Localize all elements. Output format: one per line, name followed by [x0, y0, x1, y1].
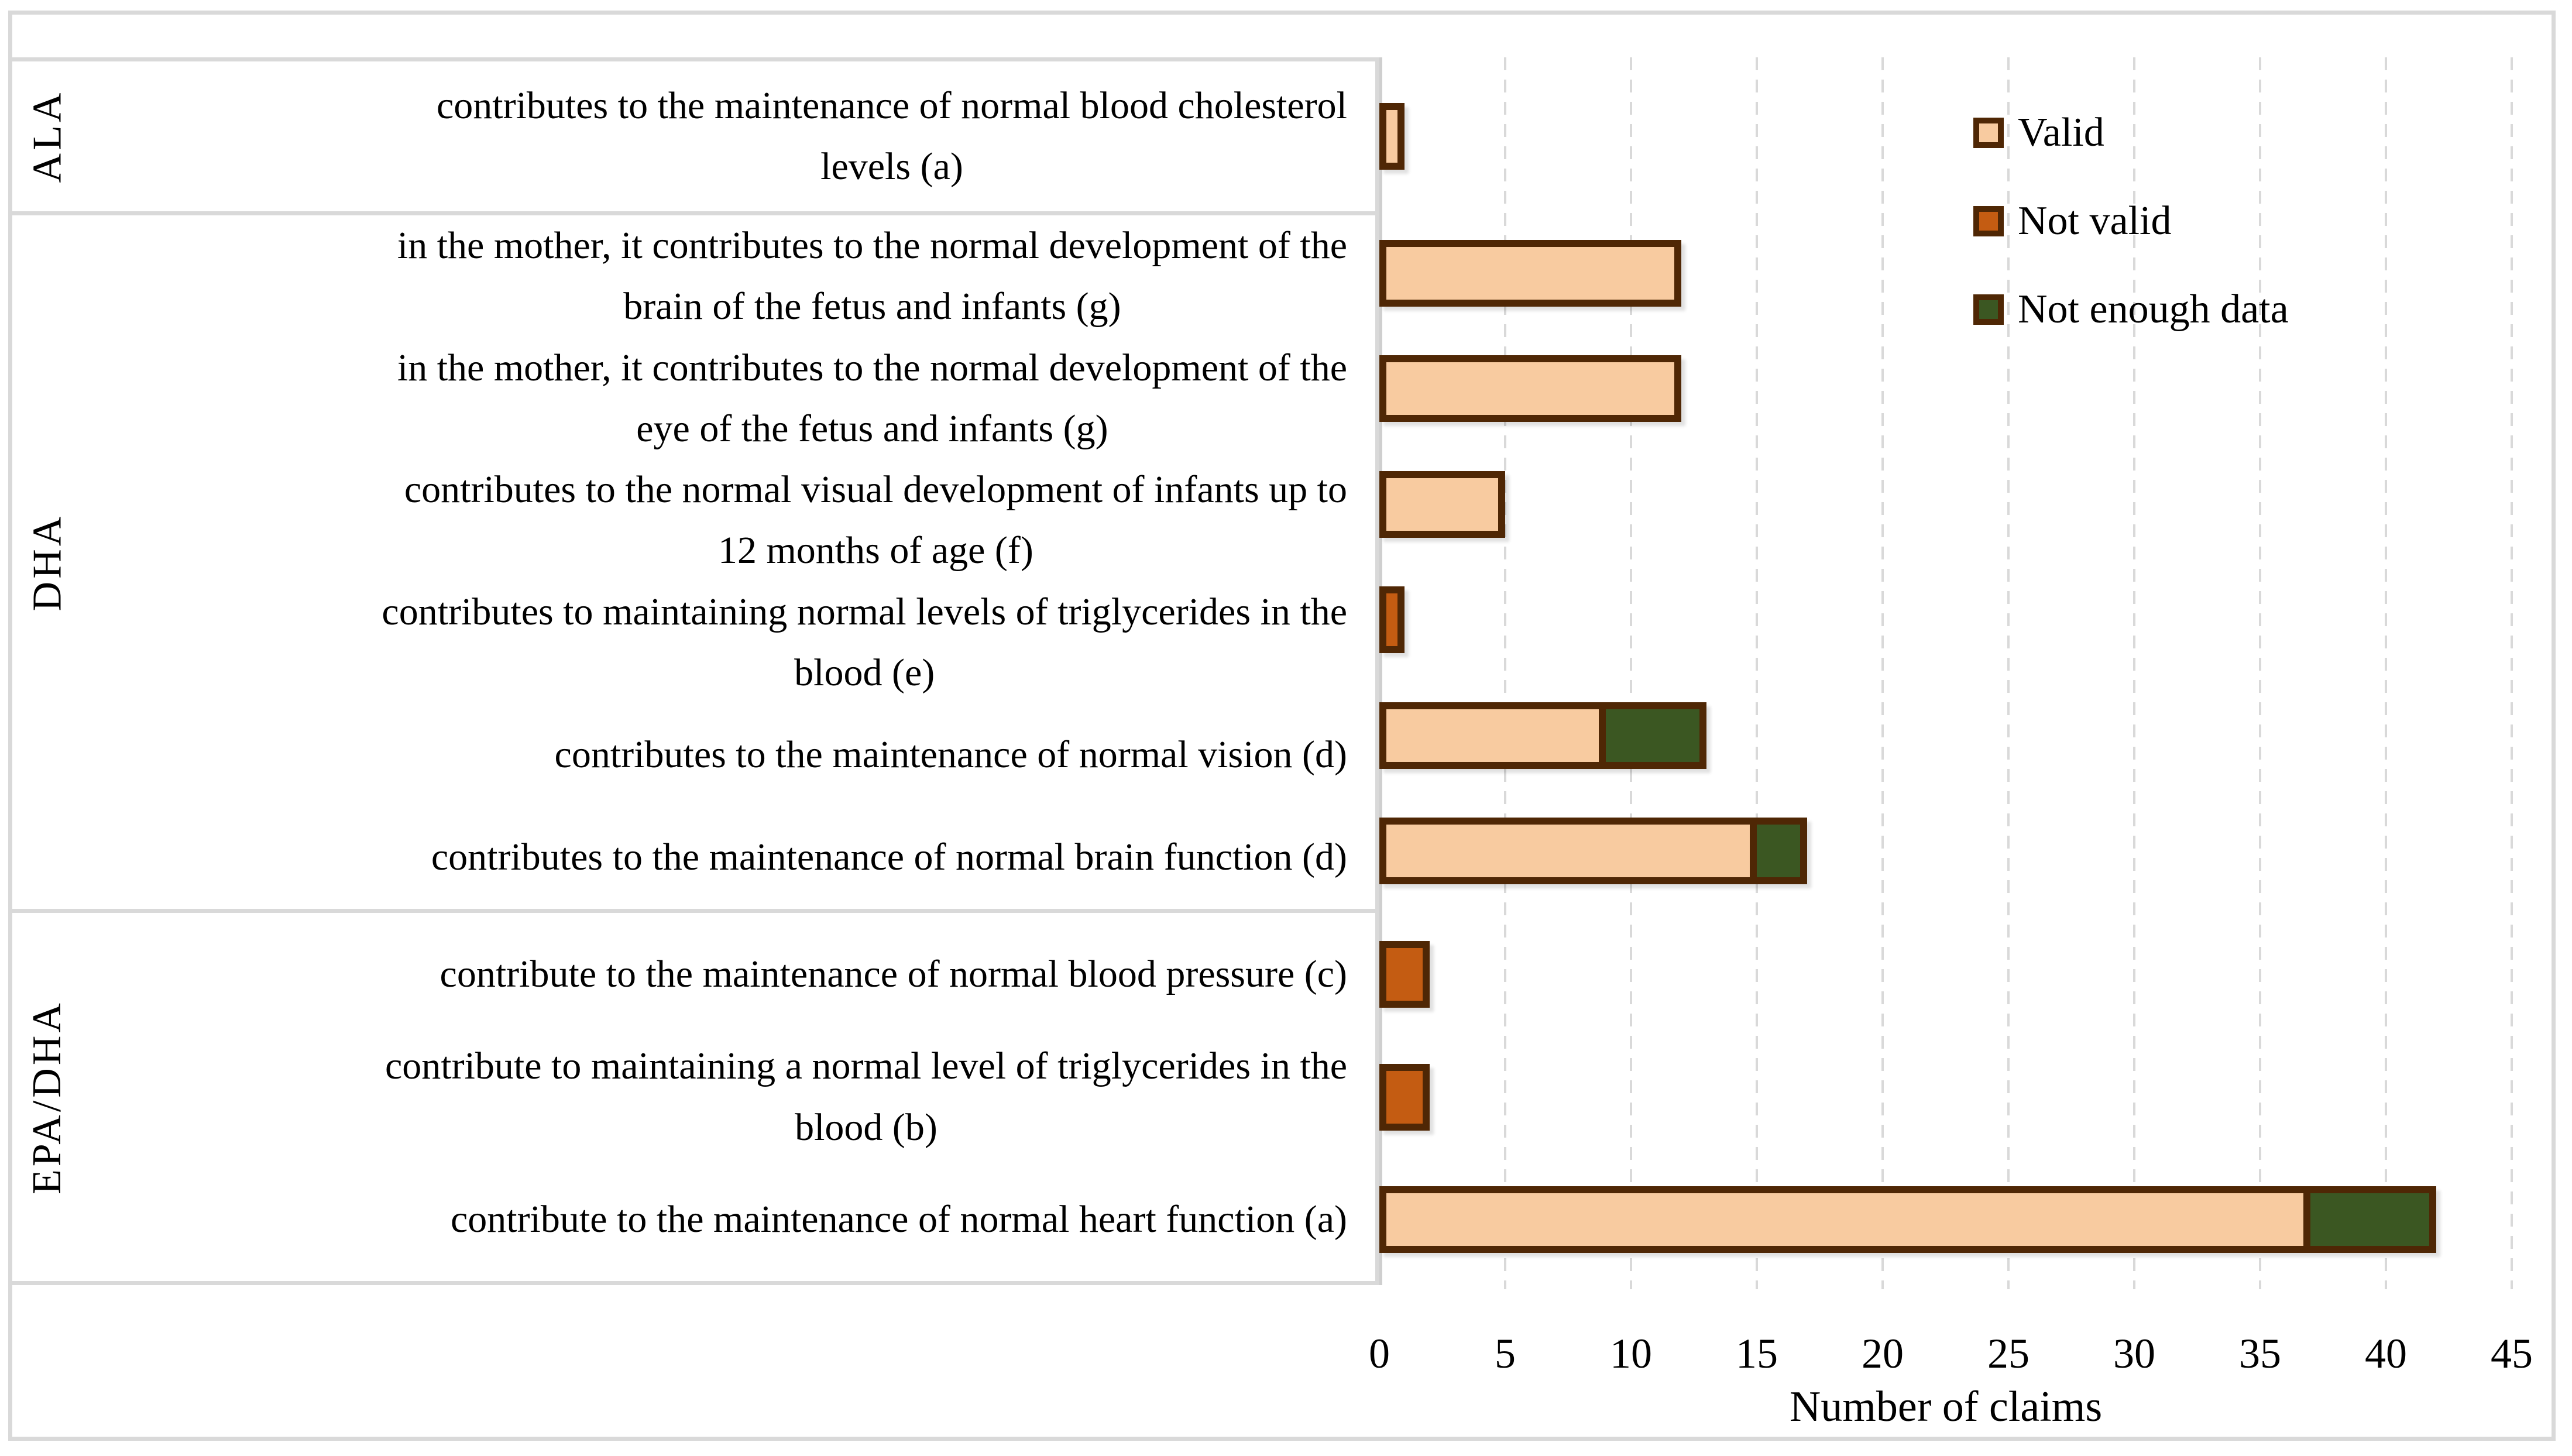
claims-column: in the mother, it contributes to the nor…: [83, 215, 1375, 909]
legend-swatch-not_enough_data: [1973, 294, 2004, 325]
y-axis-line: [1379, 57, 1382, 1285]
category-label: in the mother, it contributes to the nor…: [397, 224, 1347, 328]
bar: [1379, 240, 1681, 307]
category-row: contributes to the maintenance of normal…: [83, 61, 1347, 211]
bar: [1379, 818, 1807, 884]
bar: [1379, 702, 1706, 769]
x-tick-label: 15: [1736, 1330, 1778, 1377]
legend-swatch-not_valid: [1973, 206, 2004, 236]
bar-segment-valid: [1379, 355, 1681, 422]
legend-label: Not valid: [2018, 198, 2172, 243]
group-axis-label: ALA: [12, 61, 83, 211]
bar-segment-not_enough_data: [2303, 1186, 2436, 1253]
bar-segment-valid: [1379, 240, 1681, 307]
gridline: [2511, 57, 2513, 1289]
bar-segment-not_valid: [1379, 941, 1430, 1008]
category-label: contribute to the maintenance of normal …: [439, 952, 1347, 995]
bar-segment-not_valid: [1379, 586, 1405, 653]
group-label-text: EPA/DHA: [25, 1000, 70, 1194]
category-label: contributes to the maintenance of normal…: [554, 733, 1347, 776]
category-label: contributes to maintaining normal levels…: [382, 590, 1347, 694]
legend-item: Not valid: [1973, 198, 2171, 243]
category-label: contributes to the normal visual develop…: [404, 468, 1347, 572]
x-axis-title: Number of claims: [1789, 1383, 2103, 1431]
category-row: in the mother, it contributes to the nor…: [83, 215, 1347, 338]
category-row: contribute to maintaining a normal level…: [83, 1036, 1347, 1159]
group-box: EPA/DHA contribute to the maintenance of …: [8, 909, 1379, 1285]
gridline: [1881, 57, 1884, 1289]
gridline: [2259, 57, 2261, 1289]
category-label: contributes to the maintenance of normal…: [431, 836, 1347, 879]
x-tick-label: 40: [2365, 1330, 2407, 1377]
x-tick-label: 10: [1610, 1330, 1652, 1377]
category-row: contributes to maintaining normal levels…: [83, 582, 1347, 704]
bar-segment-valid: [1379, 103, 1405, 170]
group-label-text: ALA: [25, 90, 70, 183]
category-label: contribute to maintaining a normal level…: [384, 1045, 1347, 1149]
legend-swatch-valid: [1973, 118, 2004, 148]
legend-label: Not enough data: [2018, 287, 2289, 332]
bar-segment-not_valid: [1379, 1064, 1430, 1131]
category-row: contributes to the maintenance of normal…: [83, 703, 1347, 806]
gridline: [1504, 57, 1506, 1289]
group-label-text: DHA: [25, 513, 70, 611]
bar-segment-valid: [1379, 702, 1606, 769]
x-tick-label: 5: [1495, 1330, 1516, 1377]
x-tick-label: 25: [1987, 1330, 2030, 1377]
x-tick-label: 45: [2491, 1330, 2533, 1377]
x-tick-label: 0: [1369, 1330, 1390, 1377]
bar: [1379, 586, 1405, 653]
bar: [1379, 1186, 2436, 1253]
gridline: [1630, 57, 1632, 1289]
bar: [1379, 1064, 1430, 1131]
category-label: contributes to the maintenance of normal…: [436, 84, 1347, 188]
x-tick-label: 20: [1862, 1330, 1904, 1377]
gridline: [2133, 57, 2135, 1289]
bar-segment-valid: [1379, 818, 1757, 884]
legend-item: Not enough data: [1973, 287, 2289, 332]
bar: [1379, 471, 1505, 538]
category-row: contribute to the maintenance of normal …: [83, 913, 1347, 1036]
category-row: contributes to the normal visual develop…: [83, 459, 1347, 582]
claims-column: contribute to the maintenance of normal …: [83, 913, 1375, 1281]
bar: [1379, 103, 1405, 170]
category-row: contribute to the maintenance of normal …: [83, 1158, 1347, 1281]
bar-segment-valid: [1379, 471, 1505, 538]
group-box: ALA contributes to the maintenance of nor…: [8, 57, 1379, 215]
group-axis-label: EPA/DHA: [12, 913, 83, 1281]
legend-label: Valid: [2018, 110, 2104, 155]
gridline: [2385, 57, 2387, 1289]
category-row: contributes to the maintenance of normal…: [83, 806, 1347, 909]
bar-segment-not_enough_data: [1750, 818, 1807, 884]
bar-segment-not_enough_data: [1599, 702, 1706, 769]
category-label: in the mother, it contributes to the nor…: [397, 346, 1347, 450]
legend-item: Valid: [1973, 110, 2104, 155]
claims-column: contributes to the maintenance of normal…: [83, 61, 1375, 211]
group-box: DHA in the mother, it contributes to the …: [8, 211, 1379, 913]
gridline: [1756, 57, 1758, 1289]
bar-segment-valid: [1379, 1186, 2310, 1253]
category-label: contribute to the maintenance of normal …: [450, 1198, 1347, 1241]
bar: [1379, 355, 1681, 422]
gridline: [2007, 57, 2010, 1289]
x-tick-label: 30: [2113, 1330, 2155, 1377]
group-axis-label: DHA: [12, 215, 83, 909]
category-row: in the mother, it contributes to the nor…: [83, 338, 1347, 460]
bar: [1379, 941, 1430, 1008]
x-tick-label: 35: [2239, 1330, 2281, 1377]
